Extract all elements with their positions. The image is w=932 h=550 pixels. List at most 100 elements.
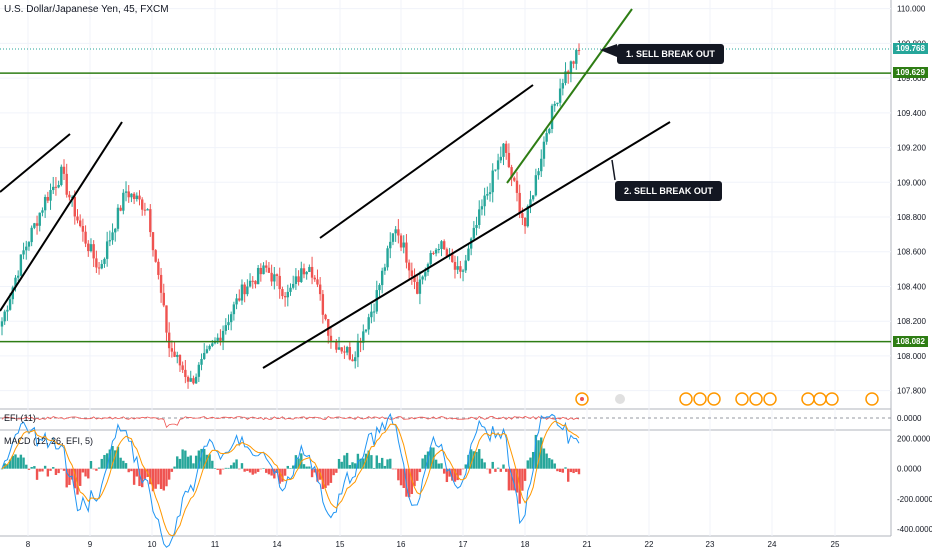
candle-body (216, 337, 219, 341)
macd-histogram-bar (62, 468, 66, 471)
macd-histogram-bar (262, 468, 265, 470)
macd-histogram-bar (181, 449, 184, 469)
macd-histogram-bar (407, 468, 411, 498)
candle-body (278, 275, 281, 290)
macd-histogram-bar (35, 468, 39, 480)
candle-body (434, 249, 438, 254)
trendline-left-steep[interactable] (0, 121, 123, 312)
channel-lower-line[interactable] (262, 121, 671, 369)
macd-histogram-bar (119, 457, 122, 469)
candle-body (480, 206, 484, 210)
macd-histogram-bar (6, 463, 9, 469)
trendline-left-upper[interactable] (0, 133, 71, 193)
candle-body (203, 352, 206, 359)
candlestick-series (0, 43, 581, 389)
macd-pane: 200.0000 0.0000 -200.0000 -400.0000 (0, 412, 932, 548)
macd-histogram-bar (49, 468, 52, 471)
macd-histogram-bar (367, 450, 370, 469)
macd-indicator-label[interactable]: MACD (12, 26, EFI, 5) (4, 436, 94, 446)
macd-histogram-bar (335, 468, 338, 473)
candle-body (3, 311, 6, 322)
candle-body (16, 275, 20, 278)
event-flag-icon (615, 394, 625, 404)
macd-histogram-bar (162, 468, 165, 491)
time-tick-label: 18 (521, 540, 530, 549)
candle-body (467, 248, 470, 261)
macd-histogram-bar (221, 468, 225, 470)
candle-body (364, 329, 368, 332)
candle-body (176, 354, 179, 357)
macd-histogram-bar (332, 468, 335, 476)
candle-body (184, 369, 187, 377)
macd-histogram-bar (19, 454, 23, 469)
grid (0, 0, 891, 536)
candle-body (62, 166, 66, 174)
macd-histogram-bar (235, 459, 238, 469)
candle-body (577, 50, 581, 52)
candle-body (534, 175, 538, 196)
macd-histogram-bar (483, 462, 486, 469)
candle-body (240, 284, 244, 301)
candle-body (294, 276, 298, 284)
macd-histogram-bar (165, 468, 168, 487)
macd-histogram-bar (475, 451, 478, 469)
channel-upper-line[interactable] (319, 84, 534, 239)
candle-body (453, 261, 457, 270)
macd-histogram-bar (60, 468, 63, 470)
macd-histogram-bar (486, 468, 489, 470)
candle-body (173, 351, 176, 357)
candle-body (27, 242, 31, 247)
macd-histogram-bar (577, 468, 581, 475)
candle-body (108, 240, 112, 242)
candle-body (459, 266, 462, 272)
candle-body (526, 206, 529, 227)
macd-histogram-bar (197, 450, 201, 469)
macd-histogram-bar (41, 468, 44, 472)
candle-body (502, 143, 505, 157)
macd-histogram-bar (178, 458, 182, 469)
macd-histogram-bar (316, 468, 319, 482)
candle-body (305, 271, 308, 275)
macd-histogram-bar (502, 464, 505, 469)
candle-body (221, 330, 225, 341)
candle-body (469, 238, 473, 249)
green-trendline[interactable] (506, 8, 633, 184)
efi-indicator-label[interactable]: EFI (11) (4, 413, 36, 423)
sell-breakout-2-label[interactable]: 2. SELL BREAK OUT (615, 181, 722, 201)
macd-histogram-bar (283, 468, 287, 476)
macd-histogram-bar (459, 468, 462, 476)
macd-histogram-bar (351, 462, 354, 469)
time-tick-label: 14 (273, 540, 282, 549)
time-tick-label: 23 (706, 540, 715, 549)
macd-histogram-bar (89, 461, 93, 469)
price-tick-label: 109.000 (897, 178, 926, 187)
candle-body (386, 248, 389, 268)
candle-body (178, 354, 182, 366)
candle-body (227, 322, 230, 326)
macd-histogram-bar (413, 468, 416, 487)
event-flag-icon (763, 392, 777, 406)
macd-histogram-bar (213, 468, 217, 469)
macd-histogram-bar (383, 465, 387, 469)
macd-histogram-bar (378, 462, 381, 469)
candle-body (310, 266, 314, 278)
time-tick-label: 25 (831, 540, 840, 549)
candle-body (194, 376, 198, 384)
candle-body (375, 290, 378, 312)
macd-histogram-bar (111, 445, 114, 469)
macd-histogram-bar (38, 468, 41, 472)
candle-body (383, 267, 387, 271)
candle-body (89, 244, 93, 252)
sell-breakout-1-label[interactable]: 1. SELL BREAK OUT (617, 44, 724, 64)
macd-histogram-bar (132, 468, 136, 485)
macd-histogram-bar (189, 455, 192, 469)
macd-histogram-bar (389, 458, 392, 469)
candle-body (251, 280, 254, 282)
macd-histogram-bar (399, 468, 403, 486)
event-markers[interactable] (575, 392, 879, 406)
candle-body (445, 249, 449, 257)
macd-histogram-bar (534, 434, 538, 469)
macd-histogram-bar (143, 468, 147, 479)
macd-histogram-bar (391, 468, 395, 470)
